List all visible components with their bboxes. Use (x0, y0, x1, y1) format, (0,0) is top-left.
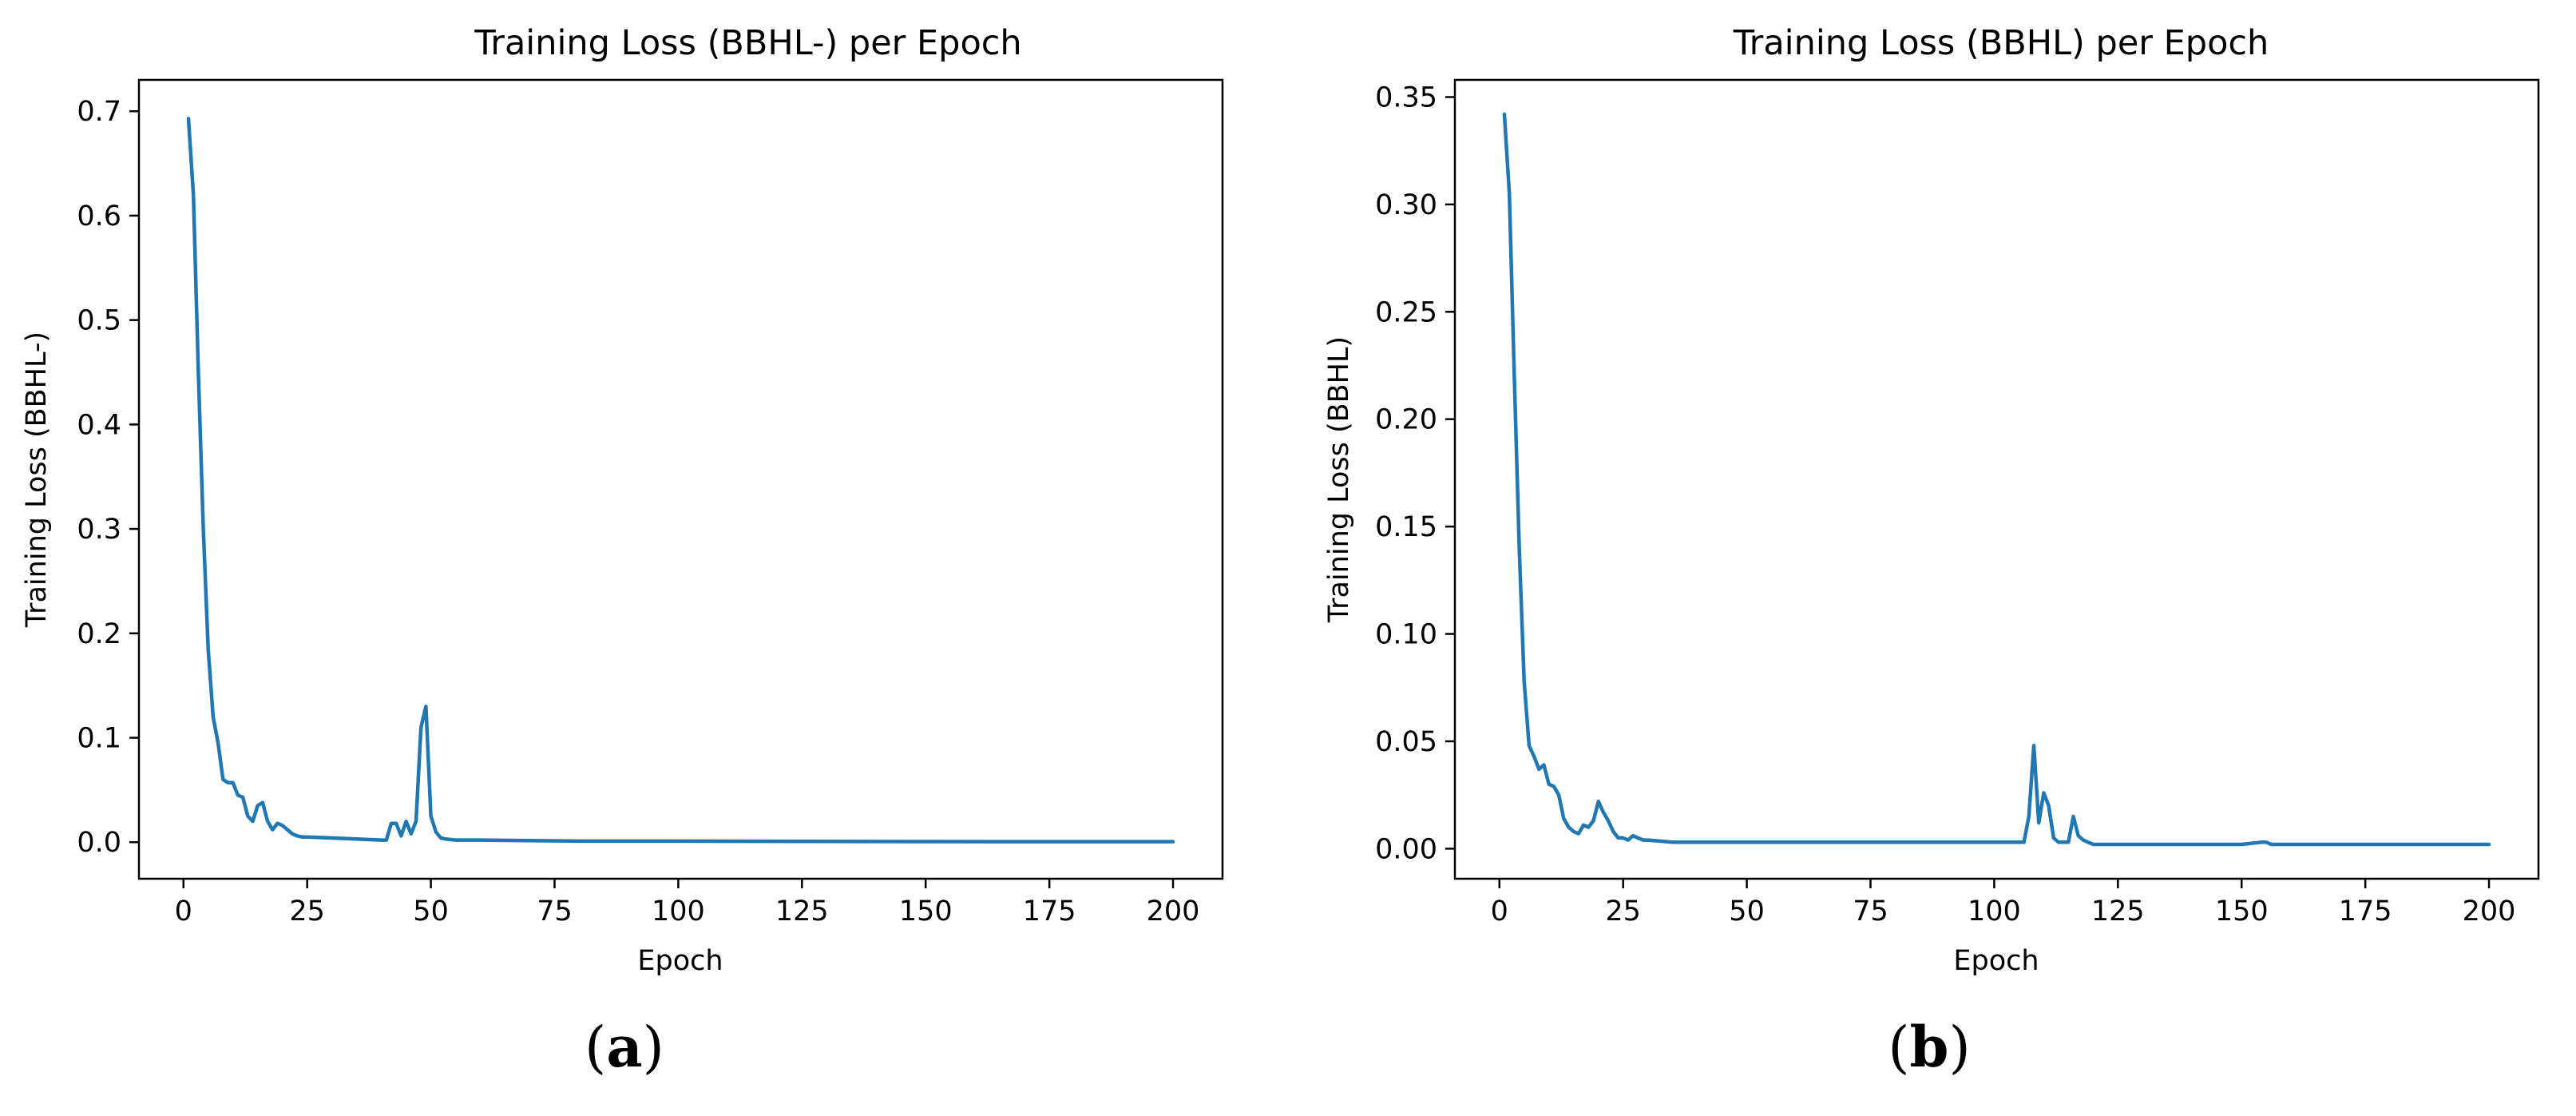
x-tick-label: 75 (537, 896, 573, 927)
y-tick-label: 0.7 (77, 96, 121, 128)
y-tick-label: 0.2 (77, 618, 121, 650)
x-tick-label: 0 (175, 896, 192, 927)
x-tick-label: 75 (1853, 896, 1888, 927)
axis-ticks: 0 25 50 75 100 125 150 175 200 0.0 0.1 0.2 0.3 0.4 0.5… (77, 96, 1199, 927)
x-tick-label: 150 (899, 896, 953, 927)
y-tick-label: 0.10 (1375, 619, 1437, 651)
y-tick-label: 0.05 (1375, 726, 1437, 758)
x-tick-label: 175 (1023, 896, 1076, 927)
chart-title: Training Loss (BBHL) per Epoch (1733, 23, 2269, 63)
y-tick-label: 0.25 (1375, 296, 1437, 328)
x-tick-label: 25 (289, 896, 325, 927)
y-tick-label: 0.35 (1375, 82, 1437, 114)
axis-ticks: 0 25 50 75 100 125 150 175 200 0.00 0.05 0.10 0.15 0.… (1375, 82, 2515, 927)
x-tick-label: 150 (2215, 896, 2269, 927)
plot-frame (1453, 78, 2540, 880)
series-line (1502, 112, 2491, 847)
y-tick-label: 0.15 (1375, 511, 1437, 543)
y-axis-label: Training Loss (BBHL) (1323, 336, 1355, 623)
y-tick-label: 0.1 (77, 723, 121, 755)
x-tick-label: 50 (413, 896, 449, 927)
y-tick-label: 0.5 (77, 305, 121, 337)
y-tick-label: 0.20 (1375, 404, 1437, 436)
x-tick-label: 200 (1147, 896, 1200, 927)
chart-panel-a: Training Loss (BBHL-) per Epoch 0 25 50 75 1… (21, 23, 1224, 977)
x-tick-label: 50 (1729, 896, 1765, 927)
x-tick-label: 125 (2091, 896, 2145, 927)
series-line (186, 117, 1175, 844)
chart-panel-b: Training Loss (BBHL) per Epoch 0 25 50 75 10… (1323, 23, 2540, 977)
x-axis-label: Epoch (637, 945, 723, 977)
x-axis-label: Epoch (1953, 945, 2039, 977)
plot-frame (137, 78, 1224, 880)
chart-title: Training Loss (BBHL-) per Epoch (474, 23, 1021, 63)
x-tick-label: 100 (1968, 896, 2021, 927)
x-tick-label: 25 (1605, 896, 1641, 927)
y-tick-label: 0.6 (77, 201, 121, 232)
caption-b: (b) (1888, 1014, 1971, 1080)
y-tick-label: 0.30 (1375, 189, 1437, 221)
x-tick-label: 100 (652, 896, 705, 927)
x-tick-label: 0 (1491, 896, 1508, 927)
y-tick-label: 0.00 (1375, 833, 1437, 865)
y-tick-label: 0.3 (77, 514, 121, 546)
y-tick-label: 0.0 (77, 827, 121, 859)
x-tick-label: 200 (2463, 896, 2516, 927)
y-axis-label: Training Loss (BBHL-) (21, 332, 53, 628)
y-tick-label: 0.4 (77, 409, 121, 441)
caption-a: (a) (585, 1014, 664, 1080)
x-tick-label: 125 (775, 896, 829, 927)
x-tick-label: 175 (2339, 896, 2392, 927)
